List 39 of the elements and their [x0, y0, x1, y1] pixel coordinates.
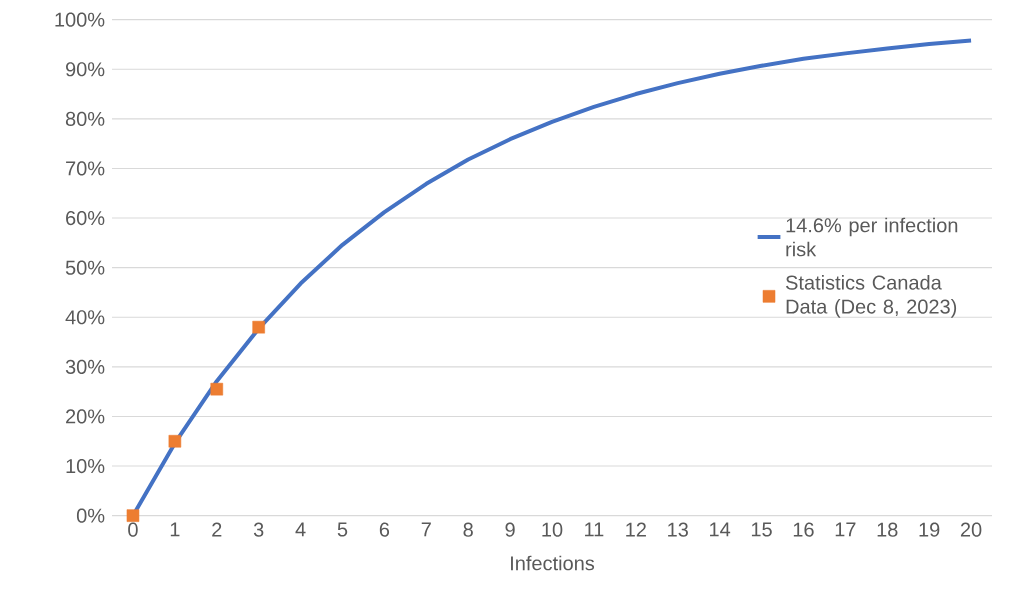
x-tick-label: 0	[128, 522, 138, 537]
x-tick-label: 17	[835, 522, 856, 537]
x-tick-label: 20	[960, 522, 982, 537]
y-tick-label: 40%	[65, 310, 105, 325]
x-tick-label: 2	[212, 522, 222, 537]
y-tick-label: 90%	[65, 62, 105, 77]
x-tick-label: 8	[463, 522, 473, 537]
x-tick-label: 9	[505, 522, 515, 537]
y-tick-label: 60%	[66, 210, 105, 226]
point	[252, 320, 265, 334]
x-tick-label: 1	[170, 522, 180, 537]
y-tick-label: 0%	[76, 508, 105, 523]
x-tick-label: 16	[793, 522, 814, 537]
x-tick-label: 13	[668, 522, 688, 537]
x-tick-label: 5	[337, 522, 348, 537]
y-tick-label: 70%	[66, 161, 105, 176]
point	[168, 434, 182, 448]
y-tick-label: 100%	[55, 12, 105, 27]
y-tick-label: 30%	[65, 359, 105, 374]
legend-label: Statistics Canada Data (Dec 8, 2023)	[785, 275, 957, 318]
y-tick-label: 50%	[65, 260, 105, 275]
point	[126, 509, 140, 522]
x-tick-label: 3	[253, 522, 264, 537]
x-tick-label: 4	[295, 522, 306, 537]
y-tick-label: 20%	[66, 409, 105, 424]
point	[210, 382, 224, 396]
x-tick-label: 6	[379, 522, 390, 537]
y-tick-label: 10%	[66, 458, 105, 474]
legend-label: 14.6% per infection risk	[786, 217, 958, 257]
x-tick-label: 10	[542, 522, 563, 537]
x-tick-label: 14	[710, 522, 731, 537]
x-tick-label: 11	[585, 522, 604, 537]
x-axis-title: Infections	[511, 555, 595, 571]
x-tick-label: 15	[751, 522, 772, 537]
y-tick-label: 80%	[65, 111, 105, 126]
x-tick-label: 18	[877, 522, 898, 537]
x-tick-label: 12	[626, 522, 646, 537]
x-tick-label: 19	[919, 522, 940, 537]
x-tick-label: 7	[421, 522, 431, 537]
